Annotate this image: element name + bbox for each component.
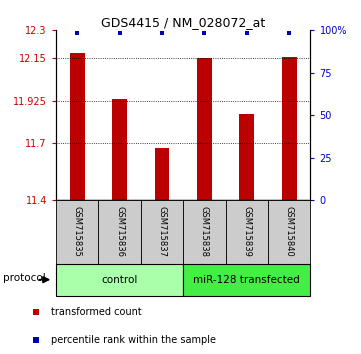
Text: GSM715838: GSM715838	[200, 206, 209, 257]
Text: transformed count: transformed count	[51, 307, 142, 317]
Bar	[282, 57, 297, 200]
Bar	[155, 148, 169, 200]
Text: GSM715840: GSM715840	[285, 206, 294, 257]
Bar	[141, 200, 183, 264]
Bar	[99, 200, 141, 264]
Bar	[239, 114, 254, 200]
Bar	[268, 200, 310, 264]
Text: GSM715837: GSM715837	[157, 206, 166, 257]
Bar	[197, 58, 212, 200]
Bar	[183, 264, 310, 296]
Text: GSM715835: GSM715835	[73, 206, 82, 257]
Bar	[183, 200, 226, 264]
Text: control: control	[101, 275, 138, 285]
Text: GSM715839: GSM715839	[242, 206, 251, 257]
Bar	[112, 99, 127, 200]
Text: GSM715836: GSM715836	[115, 206, 124, 257]
Bar	[56, 264, 183, 296]
Text: miR-128 transfected: miR-128 transfected	[193, 275, 300, 285]
Text: protocol: protocol	[3, 273, 45, 283]
Text: percentile rank within the sample: percentile rank within the sample	[51, 335, 216, 345]
Bar	[70, 53, 84, 200]
Bar	[226, 200, 268, 264]
Bar	[56, 200, 98, 264]
Title: GDS4415 / NM_028072_at: GDS4415 / NM_028072_at	[101, 16, 265, 29]
